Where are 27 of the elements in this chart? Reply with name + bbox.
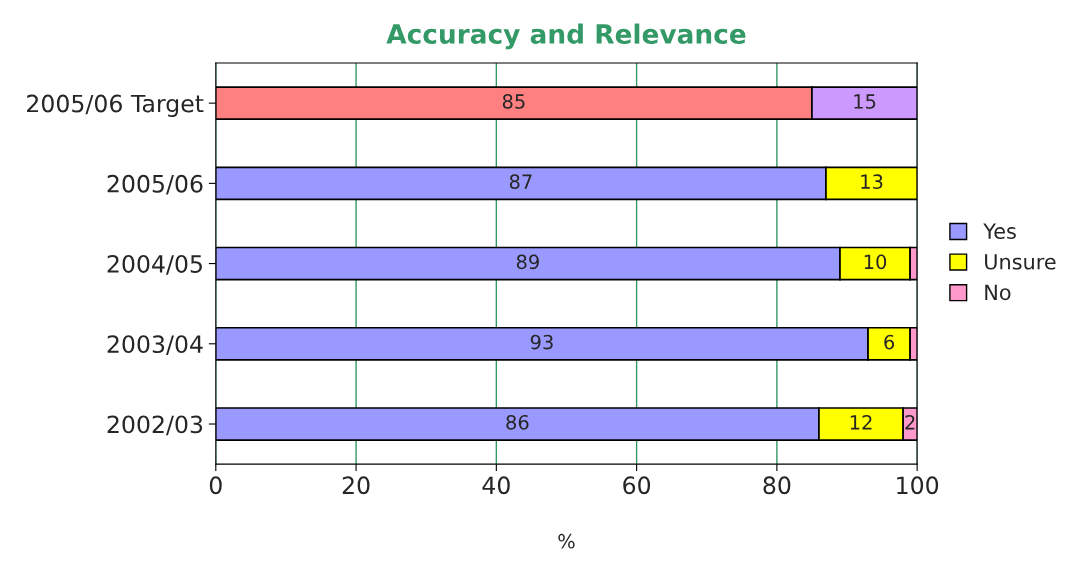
- y-tick-label: 2003/04: [107, 335, 203, 355]
- x-tick-label: 0: [209, 476, 222, 495]
- y-tick-label: 2004/05: [107, 255, 202, 275]
- x-axis-title: %: [558, 533, 575, 549]
- data-label: 13: [861, 174, 883, 189]
- data-label: 12: [850, 414, 872, 430]
- y-tick-label: 2005/06: [107, 174, 203, 195]
- data-label: 87: [509, 174, 532, 189]
- x-tick-label: 100: [897, 476, 939, 495]
- x-tick-label: 20: [342, 476, 370, 495]
- x-tick-label: 60: [623, 476, 651, 495]
- y-tick-label: 2005/06 Target: [27, 94, 204, 118]
- data-label: 89: [516, 254, 539, 270]
- x-tick-label: 40: [482, 476, 510, 495]
- legend-label: Unsure: [985, 254, 1056, 270]
- data-label: 93: [530, 334, 553, 350]
- data-label: 85: [502, 94, 525, 109]
- x-tick-label: 80: [763, 476, 791, 495]
- legend-label: Yes: [983, 223, 1016, 240]
- data-label: 86: [506, 414, 529, 430]
- legend-label: No: [985, 284, 1011, 301]
- data-label: 2: [905, 414, 915, 430]
- chart-title: Accuracy and Relevance: [386, 23, 746, 50]
- data-label: 10: [864, 254, 887, 270]
- y-tick-label: 2002/03: [107, 415, 203, 436]
- data-label: 6: [884, 334, 895, 350]
- data-label: 15: [854, 94, 876, 109]
